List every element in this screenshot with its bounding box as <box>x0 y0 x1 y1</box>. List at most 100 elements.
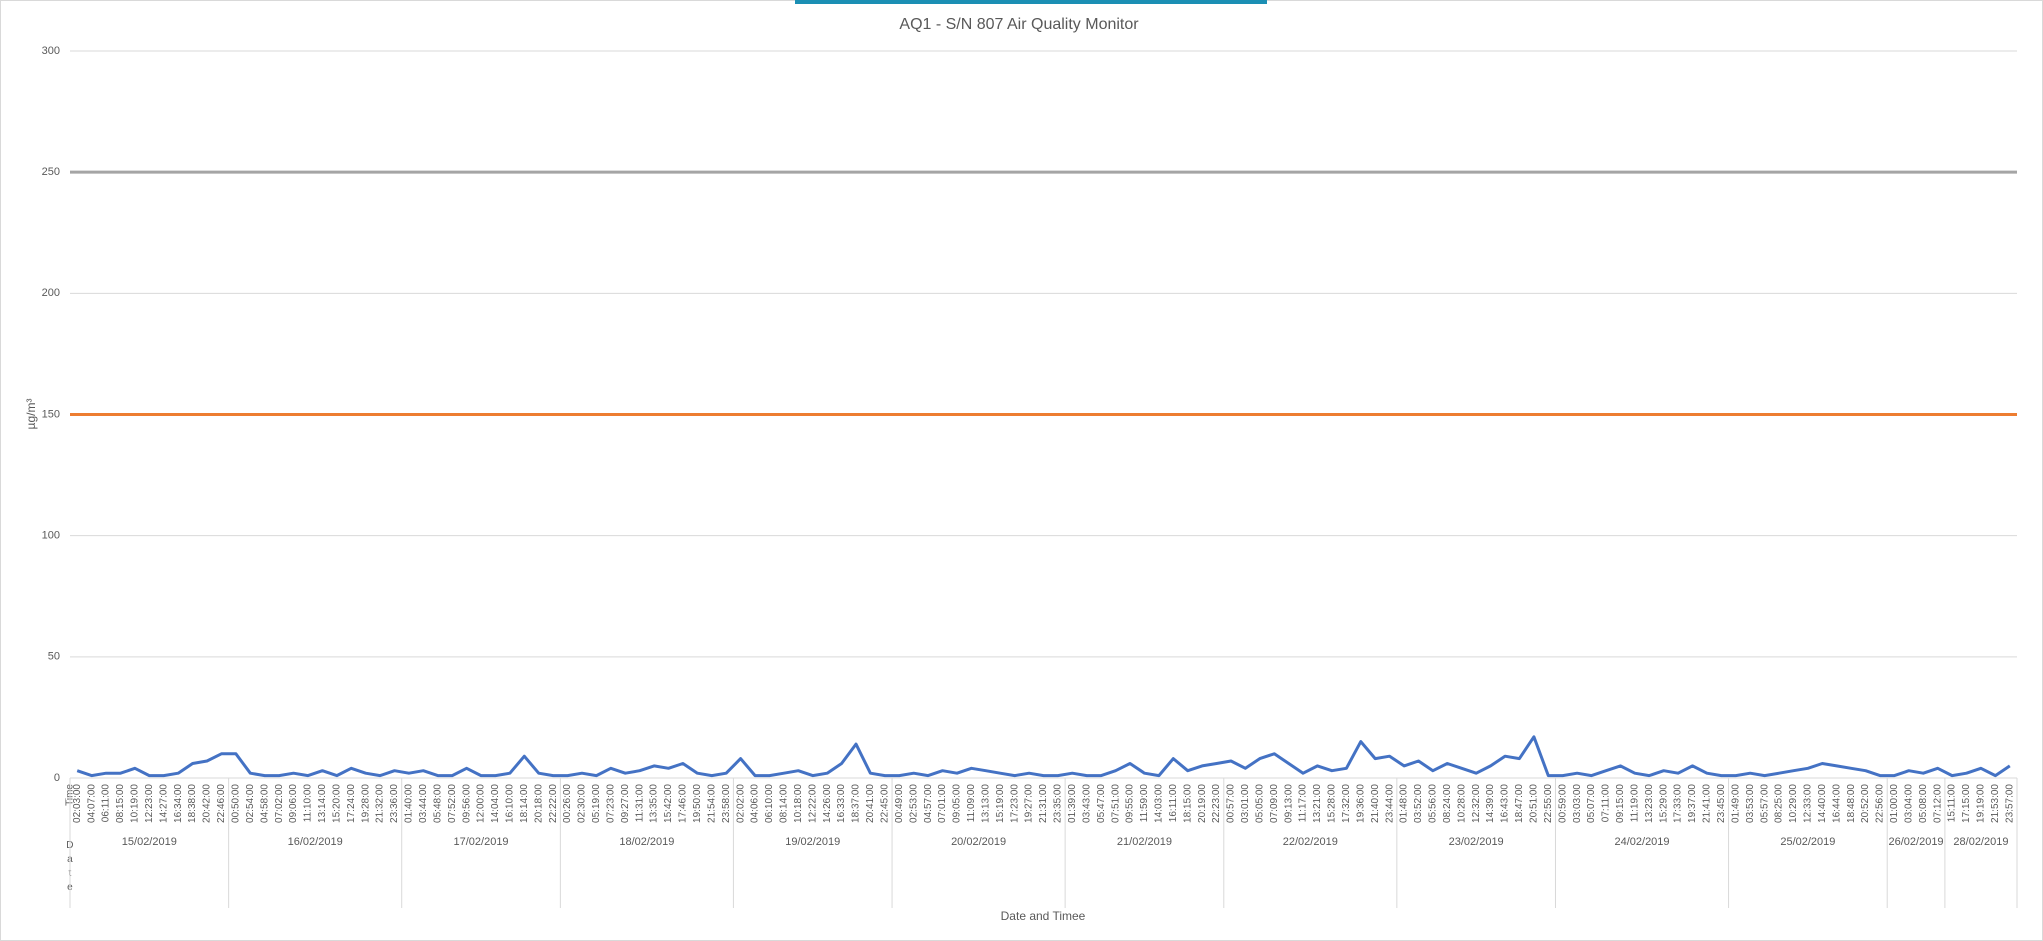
x-tick-label: 01:40:00 <box>404 784 415 823</box>
x-tick-label: 04:07:00 <box>86 784 97 823</box>
date-label: 19/02/2019 <box>785 836 840 848</box>
x-tick-label: 21:40:00 <box>1370 784 1381 823</box>
x-tick-label: 00:57:00 <box>1226 784 1237 823</box>
x-tick-label: 11:31:00 <box>634 784 645 823</box>
x-tick-label: 05:05:00 <box>1254 784 1265 823</box>
x-tick-label: 02:54:00 <box>245 784 256 823</box>
x-tick-label: 11:59:00 <box>1139 784 1150 823</box>
x-tick-label: 10:19:00 <box>130 784 141 823</box>
x-tick-label: 05:08:00 <box>1918 784 1929 823</box>
date-label: 17/02/2019 <box>454 836 509 848</box>
x-tick-label: 02:03:00 <box>72 784 83 823</box>
x-tick-label: 18:15:00 <box>1182 784 1193 823</box>
x-tick-label: 21:32:00 <box>375 784 386 823</box>
x-tick-label: 12:33:00 <box>1803 784 1814 823</box>
x-tick-label: 01:49:00 <box>1730 784 1741 823</box>
x-tick-label: 19:28:00 <box>360 784 371 823</box>
data-line <box>76 735 2011 778</box>
x-tick-label: 15:28:00 <box>1327 784 1338 823</box>
x-tick-label: 01:48:00 <box>1399 784 1410 823</box>
x-tick-label: 05:47:00 <box>1096 784 1107 823</box>
x-tick-label: 10:29:00 <box>1788 784 1799 823</box>
x-tick-label: 05:56:00 <box>1428 784 1439 823</box>
x-tick-label: 00:26:00 <box>562 784 573 823</box>
date-label: 25/02/2019 <box>1780 836 1835 848</box>
x-tick-label: 00:50:00 <box>230 784 241 823</box>
top-tab <box>795 0 1267 4</box>
x-tick-label: 17:15:00 <box>1961 784 1972 823</box>
x-tick-label: 08:15:00 <box>115 784 126 823</box>
x-tick-label: 14:03:00 <box>1154 784 1165 823</box>
x-tick-label: 03:43:00 <box>1081 784 1092 823</box>
x-tick-label: 20:19:00 <box>1197 784 1208 823</box>
x-tick-label: 11:17:00 <box>1298 784 1309 823</box>
x-tick-label: 09:27:00 <box>620 784 631 823</box>
y-tick-label: 100 <box>42 530 60 542</box>
x-tick-label: 07:51:00 <box>1110 784 1121 823</box>
x-tick-label: 03:52:00 <box>1413 784 1424 823</box>
x-tick-label: 01:00:00 <box>1889 784 1900 823</box>
x-tick-label: 06:10:00 <box>764 784 775 823</box>
x-tick-label: 05:07:00 <box>1586 784 1597 823</box>
date-label: 15/02/2019 <box>122 836 177 848</box>
x-tick-label: 13:13:00 <box>980 784 991 823</box>
x-tick-label: 21:54:00 <box>706 784 717 823</box>
x-tick-label: 15:29:00 <box>1658 784 1669 823</box>
x-tick-label: 18:47:00 <box>1514 784 1525 823</box>
y-axis-title: µg/m³ <box>24 399 38 430</box>
x-tick-label: 16:10:00 <box>505 784 516 823</box>
x-tick-label: 22:56:00 <box>1875 784 1886 823</box>
x-tick-label: 18:38:00 <box>187 784 198 823</box>
x-tick-label: 02:53:00 <box>908 784 919 823</box>
x-tick-label: 19:37:00 <box>1687 784 1698 823</box>
y-tick-label: 300 <box>42 45 60 57</box>
x-tick-label: 21:53:00 <box>1990 784 2001 823</box>
date-label: 26/02/2019 <box>1889 836 1944 848</box>
x-tick-label: 13:21:00 <box>1312 784 1323 823</box>
x-tick-label: 22:45:00 <box>879 784 890 823</box>
x-tick-label: 07:11:00 <box>1601 784 1612 823</box>
x-tick-label: 20:41:00 <box>865 784 876 823</box>
y-tick-label: 250 <box>42 166 60 178</box>
x-tick-label: 23:36:00 <box>389 784 400 823</box>
x-tick-label: 17:24:00 <box>346 784 357 823</box>
x-tick-label: 10:28:00 <box>1456 784 1467 823</box>
x-tick-label: 13:23:00 <box>1644 784 1655 823</box>
x-tick-label: 02:02:00 <box>735 784 746 823</box>
x-tick-label: 05:19:00 <box>591 784 602 823</box>
x-tick-label: 17:46:00 <box>678 784 689 823</box>
x-tick-label: 12:23:00 <box>144 784 155 823</box>
x-tick-label: 07:02:00 <box>274 784 285 823</box>
date-label: 22/02/2019 <box>1283 836 1338 848</box>
x-tick-label: 23:58:00 <box>721 784 732 823</box>
x-tick-label: 03:04:00 <box>1903 784 1914 823</box>
x-tick-label: 07:12:00 <box>1932 784 1943 823</box>
x-tick-label: 19:27:00 <box>1024 784 1035 823</box>
x-tick-label: 05:48:00 <box>432 784 443 823</box>
x-tick-label: 17:33:00 <box>1673 784 1684 823</box>
x-tick-label: 17:32:00 <box>1341 784 1352 823</box>
x-tick-label: 20:51:00 <box>1528 784 1539 823</box>
x-tick-label: 20:42:00 <box>202 784 213 823</box>
x-tick-label: 15:19:00 <box>995 784 1006 823</box>
x-tick-label: 03:03:00 <box>1572 784 1583 823</box>
x-tick-label: 05:57:00 <box>1759 784 1770 823</box>
x-tick-label: 09:15:00 <box>1615 784 1626 823</box>
x-tick-label: 20:18:00 <box>533 784 544 823</box>
x-tick-label: 22:22:00 <box>548 784 559 823</box>
x-tick-label: 06:11:00 <box>101 784 112 823</box>
x-tick-label: 14:26:00 <box>822 784 833 823</box>
x-tick-label: 12:00:00 <box>476 784 487 823</box>
x-tick-label: 18:37:00 <box>851 784 862 823</box>
x-tick-label: 15:11:00 <box>1947 784 1958 823</box>
x-tick-label: 16:11:00 <box>1168 784 1179 823</box>
x-tick-label: 08:14:00 <box>779 784 790 823</box>
x-tick-label: 12:22:00 <box>807 784 818 823</box>
x-tick-label: 22:23:00 <box>1211 784 1222 823</box>
x-tick-label: 03:53:00 <box>1745 784 1756 823</box>
x-tick-label: 13:35:00 <box>649 784 660 823</box>
x-tick-label: 22:55:00 <box>1543 784 1554 823</box>
x-tick-label: 14:40:00 <box>1817 784 1828 823</box>
